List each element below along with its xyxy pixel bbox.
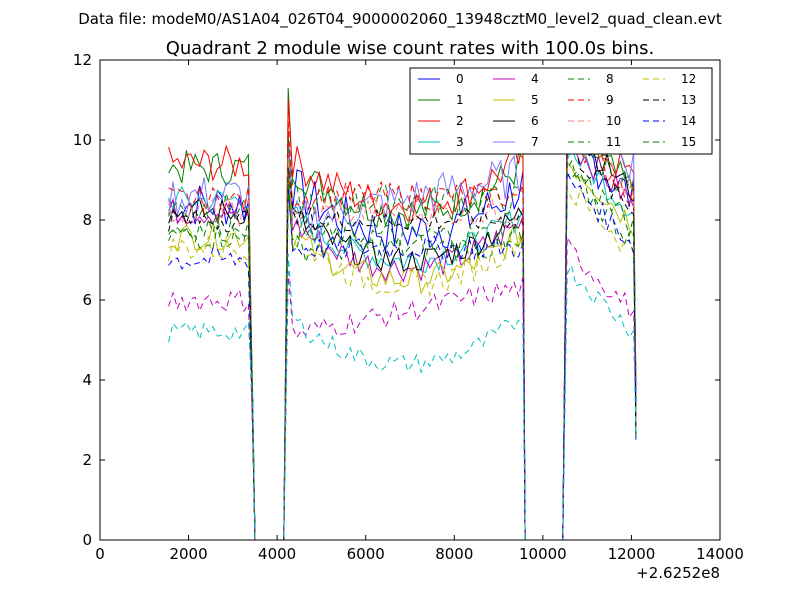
series-line-8 <box>168 121 637 540</box>
series-line-16 <box>168 235 637 540</box>
y-tick-label: 2 <box>82 451 92 469</box>
series-line-9 <box>168 120 637 540</box>
y-tick-label: 12 <box>73 51 92 69</box>
y-tick-label: 8 <box>82 211 92 229</box>
plot-area <box>168 88 637 540</box>
legend-label-1: 1 <box>456 93 464 107</box>
y-tick-label: 10 <box>73 131 92 149</box>
legend-label-7: 7 <box>531 135 539 149</box>
legend-label-4: 4 <box>531 72 539 86</box>
legend-label-11: 11 <box>606 135 621 149</box>
legend-label-15: 15 <box>681 135 696 149</box>
legend-label-10: 10 <box>606 114 621 128</box>
legend-label-6: 6 <box>531 114 539 128</box>
figure-suptitle: Data file: modeM0/AS1A04_026T04_90000020… <box>78 10 722 29</box>
x-tick-label: 10000 <box>519 545 567 563</box>
x-tick-label: 0 <box>95 545 105 563</box>
chart-title: Quadrant 2 module wise count rates with … <box>166 38 655 59</box>
x-tick-label: 4000 <box>258 545 296 563</box>
series-line-17 <box>168 253 637 540</box>
legend-label-8: 8 <box>606 72 614 86</box>
series-line-12 <box>168 158 637 540</box>
legend-box <box>409 67 713 155</box>
series-line-10 <box>168 124 637 540</box>
legend-label-2: 2 <box>456 114 464 128</box>
x-offset-label: +2.6252e8 <box>636 564 720 582</box>
x-tick-label: 14000 <box>696 545 744 563</box>
series-line-5 <box>168 160 637 540</box>
series-line-15 <box>168 159 637 540</box>
series-line-14 <box>168 171 637 540</box>
x-tick-label: 12000 <box>608 545 656 563</box>
x-tick-label: 2000 <box>169 545 207 563</box>
legend-label-9: 9 <box>606 93 614 107</box>
y-tick-label: 0 <box>82 531 92 549</box>
x-tick-label: 8000 <box>435 545 473 563</box>
y-tick-label: 6 <box>82 291 92 309</box>
legend-label-13: 13 <box>681 93 696 107</box>
x-tick-label: 6000 <box>347 545 385 563</box>
y-tick-label: 4 <box>82 371 92 389</box>
legend-label-0: 0 <box>456 72 464 86</box>
legend-label-3: 3 <box>456 135 464 149</box>
legend-label-5: 5 <box>531 93 539 107</box>
legend-label-12: 12 <box>681 72 696 86</box>
axes: 0 2000 4000 6000 8000 10000 12000 1400002468101… <box>73 51 744 582</box>
legend-label-14: 14 <box>681 114 696 128</box>
